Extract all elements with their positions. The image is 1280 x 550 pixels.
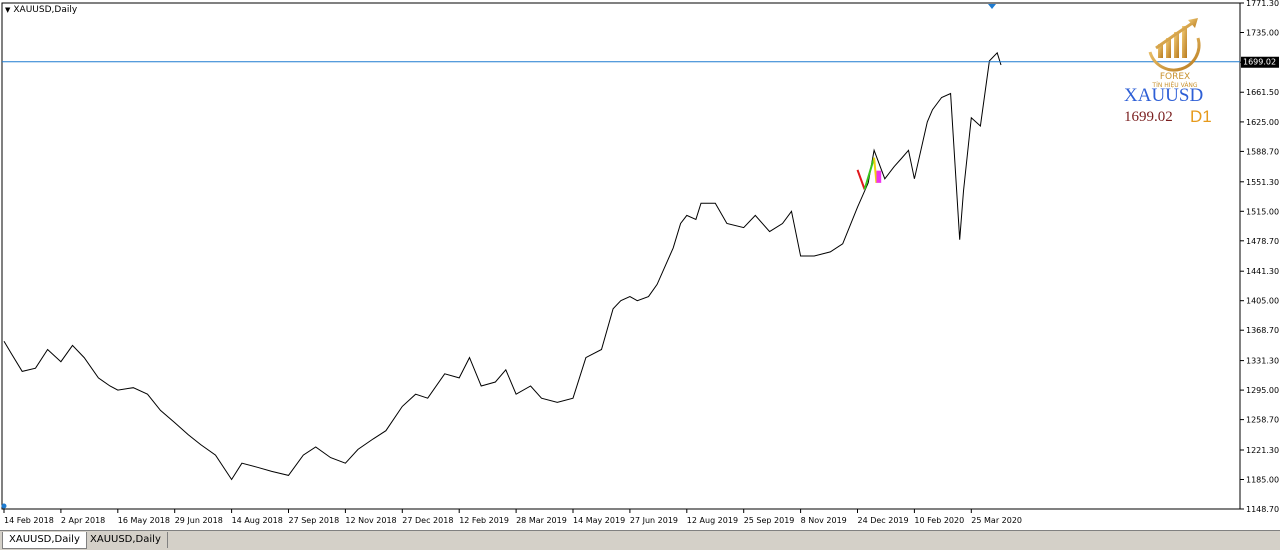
x-tick-label: 27 Jun 2019 [630, 516, 678, 525]
x-tick-label: 16 May 2018 [118, 516, 170, 525]
forex-logo-icon [1148, 18, 1201, 72]
x-tick-label: 14 May 2019 [573, 516, 625, 525]
y-tick-label: 1441.30 [1246, 267, 1279, 276]
y-tick-label: 1478.70 [1246, 237, 1279, 246]
chart-title-label: XAUUSD,Daily [13, 5, 78, 15]
red-leg-annotation [856, 169, 866, 190]
magenta-box-annotation [876, 170, 882, 183]
y-tick-label: 1148.70 [1246, 505, 1279, 514]
x-tick-label: 27 Sep 2018 [289, 516, 340, 525]
x-tick-label: 12 Feb 2019 [459, 516, 509, 525]
x-tick-label: 8 Nov 2019 [801, 516, 847, 525]
x-tick-label: 2 Apr 2018 [61, 516, 105, 525]
badge-timeframe: D1 [1190, 107, 1212, 126]
y-tick-label: 1258.70 [1246, 416, 1279, 425]
chart-window[interactable]: 1771.301735.001698.401661.501625.001588.… [0, 0, 1280, 530]
yellow-leg-annotation [873, 157, 878, 183]
y-tick-label: 1368.70 [1246, 326, 1279, 335]
badge-symbol: XAUUSD [1124, 85, 1204, 106]
left-edge-marker [1, 503, 7, 509]
logo-caption: FOREX TÍN HIỆU VÀNG [1130, 72, 1220, 89]
green-leg-annotation [863, 157, 876, 190]
y-tick-label: 1771.30 [1246, 0, 1279, 8]
period-separator-marker [988, 4, 996, 9]
y-tick-label: 1625.00 [1246, 118, 1279, 127]
chart-symbol-title: ▼ XAUUSD,Daily [5, 5, 77, 15]
current-price-tag [1241, 56, 1279, 68]
badge-price: 1699.02 [1124, 109, 1173, 125]
plot-frame [1, 2, 1241, 510]
y-tick-label: 1185.00 [1246, 475, 1279, 484]
logo-text: FOREX [1159, 72, 1191, 82]
x-tick-label: 24 Dec 2019 [858, 516, 909, 525]
x-tick-label: 25 Mar 2020 [971, 516, 1022, 525]
x-tick-label: 25 Sep 2019 [744, 516, 795, 525]
y-tick-label: 1331.30 [1246, 357, 1279, 366]
tab-xauusd-daily[interactable]: XAUUSD,Daily [84, 532, 168, 548]
x-tick-label: 12 Aug 2019 [687, 516, 738, 525]
x-tick-label: 10 Feb 2020 [914, 516, 964, 525]
tab-xauusd-daily-active[interactable]: XAUUSD,Daily [2, 532, 87, 549]
y-tick-label: 1515.00 [1246, 207, 1279, 216]
y-tick-label: 1588.70 [1246, 147, 1279, 156]
y-tick-label: 1551.30 [1246, 178, 1279, 187]
current-price-tag-label: 1699.02 [1243, 58, 1276, 67]
dropdown-triangle-icon[interactable]: ▼ [5, 6, 11, 14]
x-tick-label: 14 Feb 2018 [4, 516, 54, 525]
y-tick-label: 1221.30 [1246, 446, 1279, 455]
price-chart[interactable]: 1771.301735.001698.401661.501625.001588.… [0, 0, 1280, 530]
x-tick-label: 29 Jun 2018 [175, 516, 223, 525]
x-tick-label: 12 Nov 2018 [345, 516, 396, 525]
x-tick-label: 14 Aug 2018 [232, 516, 283, 525]
x-tick-label: 27 Dec 2018 [402, 516, 453, 525]
y-tick-label: 1735.00 [1246, 29, 1279, 38]
y-tick-label: 1405.00 [1246, 297, 1279, 306]
y-tick-label: 1295.00 [1246, 386, 1279, 395]
x-tick-label: 28 Mar 2019 [516, 516, 567, 525]
logo-subtext: TÍN HIỆU VÀNG [1152, 82, 1198, 89]
chart-tab-bar: XAUUSD,Daily XAUUSD,Daily [0, 530, 1280, 550]
price-series-line [3, 51, 1002, 481]
y-tick-label: 1661.50 [1246, 88, 1279, 97]
